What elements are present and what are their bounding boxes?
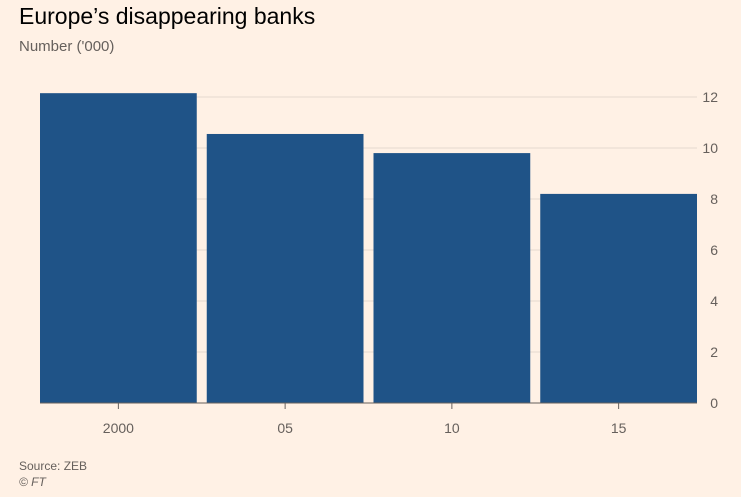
bar [540,193,697,403]
x-tick-label: 05 [277,420,293,436]
source-note: Source: ZEB [19,459,88,473]
y-tick-label: 12 [702,89,718,105]
bar [40,93,197,404]
x-tick-label: 10 [444,420,460,436]
y-tick-label: 6 [710,242,718,258]
chart-title: Europe’s disappearing banks [19,3,316,29]
bars [40,93,697,404]
axes: 0 2 4 6 8 10 12 2000 05 10 15 [40,89,718,436]
y-tick-label: 10 [702,140,718,156]
y-tick-label: 2 [710,344,718,360]
x-tick-label: 15 [611,420,627,436]
x-tick-label: 2000 [103,420,134,436]
y-tick-label: 4 [710,293,718,309]
bar [206,133,364,403]
bar [373,153,531,403]
y-tick-label: 8 [710,191,718,207]
y-tick-label: 0 [710,395,718,411]
chart-subtitle: Number ('000) [19,38,115,55]
ft-credit: © FT [19,475,46,489]
